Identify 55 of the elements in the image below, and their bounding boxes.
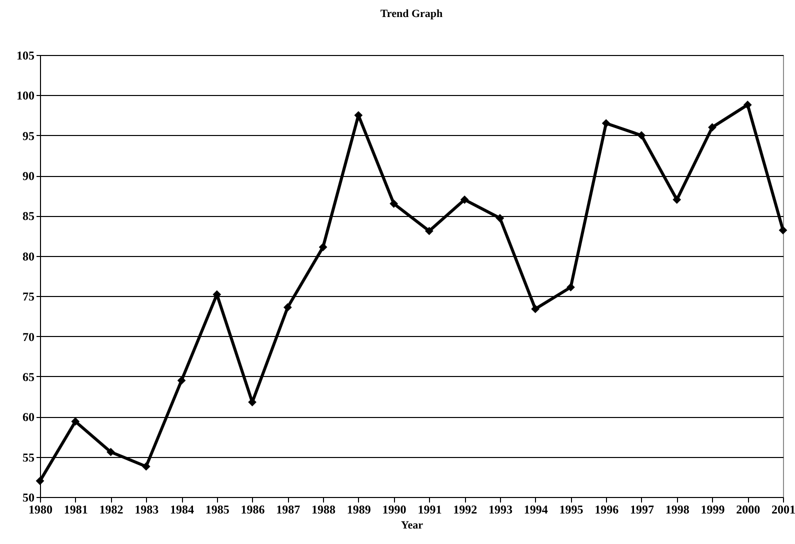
point <box>496 214 504 222</box>
point <box>36 476 44 486</box>
point <box>142 462 150 471</box>
x-tick-label: 1999 <box>700 502 725 516</box>
point <box>177 376 186 385</box>
x-tick-label: 1984 <box>170 502 194 516</box>
point <box>602 119 610 128</box>
x-tick-label: 1983 <box>134 502 159 516</box>
point <box>425 226 434 236</box>
x-tick-label: 1987 <box>276 502 300 516</box>
point <box>106 448 115 456</box>
point <box>390 199 398 208</box>
x-tick-label: 1994 <box>524 502 548 516</box>
x-tick-label: 2001 <box>772 502 795 516</box>
y-tick-label: 75 <box>22 290 34 304</box>
point <box>637 131 646 140</box>
chart-title: Trend Graph <box>380 8 443 20</box>
point <box>71 417 80 426</box>
point <box>778 226 788 234</box>
x-tick-label: 1993 <box>488 502 512 516</box>
x-tick-label: 1980 <box>28 502 52 516</box>
y-tick-label: 90 <box>22 169 34 184</box>
point <box>566 283 575 292</box>
x-tick-label: 1988 <box>312 502 336 516</box>
x-tick-label: 1992 <box>453 502 478 516</box>
y-tick-label: 85 <box>22 209 34 224</box>
point <box>460 195 469 204</box>
x-tick-label: 1989 <box>346 502 371 516</box>
x-tick-label: 1986 <box>240 502 265 516</box>
x-tick-label: 1998 <box>665 502 690 516</box>
point <box>318 242 328 252</box>
point <box>743 100 752 110</box>
x-tick-label: 1997 <box>630 502 654 516</box>
y-tick-label: 60 <box>22 410 34 424</box>
y-tick-label: 100 <box>16 88 34 103</box>
x-tick-label: 1990 <box>382 502 406 516</box>
y-tick-label: 80 <box>22 249 34 264</box>
x-tick-label: 1996 <box>594 502 619 516</box>
y-tick-label: 65 <box>22 370 34 384</box>
y-tick-label: 95 <box>22 128 34 143</box>
point <box>531 304 540 314</box>
x-tick-label: 1981 <box>64 502 88 516</box>
point <box>672 195 682 204</box>
x-tick-label: 1995 <box>559 502 584 516</box>
x-tick-label: 1982 <box>99 502 124 516</box>
y-tick-label: 70 <box>22 330 34 344</box>
x-tick-label: 1991 <box>418 502 442 516</box>
y-tick-label: 50 <box>22 490 34 504</box>
x-tick-label: 2000 <box>736 502 760 516</box>
y-tick-label: 105 <box>16 48 34 62</box>
point <box>283 303 292 312</box>
y-tick-label: 55 <box>22 450 34 464</box>
x-axis-title: Year <box>401 520 424 532</box>
x-tick-label: 1985 <box>205 502 230 516</box>
point <box>708 123 716 132</box>
